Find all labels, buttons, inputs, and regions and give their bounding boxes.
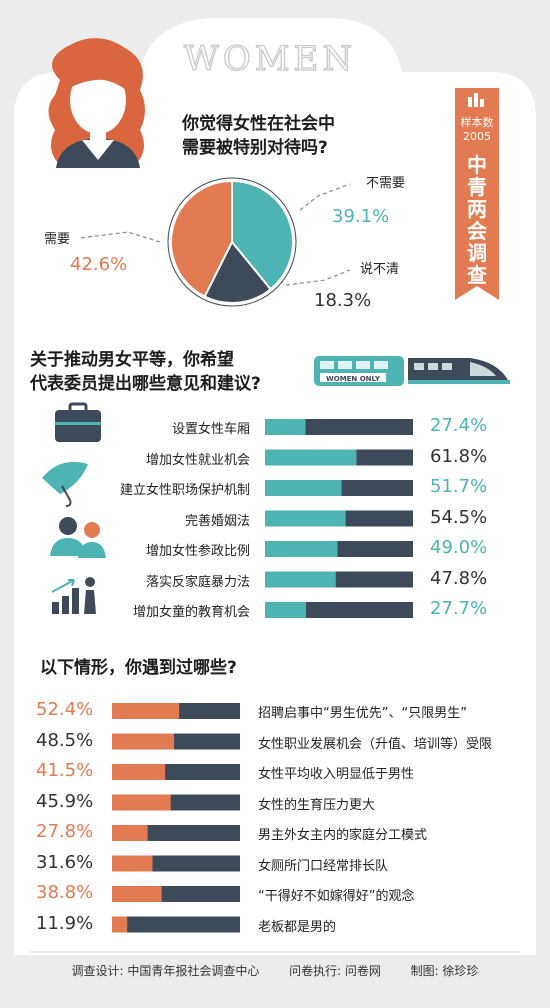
bar-value-label: 11.9% bbox=[36, 912, 94, 934]
bar-category-label: 女厕所门口经常排长队 bbox=[258, 858, 389, 874]
value-needed: 42.6% bbox=[70, 254, 128, 275]
value-unsure: 18.3% bbox=[314, 290, 372, 311]
bar-category-label: 增加女性就业机会 bbox=[145, 452, 250, 468]
connector-needed bbox=[79, 231, 161, 243]
bar-value-label: 45.9% bbox=[36, 790, 94, 812]
experiences-bar-chart bbox=[112, 703, 240, 933]
label-needed: 需要 bbox=[44, 232, 71, 247]
bar-fill bbox=[265, 480, 342, 496]
bar-fill bbox=[265, 602, 306, 618]
bar-category-label: 完善婚姻法 bbox=[184, 513, 250, 529]
bar-fill bbox=[112, 794, 171, 811]
bar-fill bbox=[265, 510, 346, 527]
bar-value-label: 27.4% bbox=[430, 415, 488, 436]
bar-chart-icon bbox=[468, 93, 484, 107]
q1-title-line2: 需要被特别对待吗? bbox=[182, 138, 328, 158]
connector-unsure bbox=[285, 269, 351, 286]
survey-title-char: 调 bbox=[467, 241, 487, 265]
bar-category-label: 招聘启事中“男生优先”、“只限男生” bbox=[258, 706, 467, 721]
bullet-train-icon bbox=[408, 358, 510, 384]
bar-category-label: 女性平均收入明显低于男性 bbox=[258, 767, 415, 782]
bar-category-label: “干得好不如嫁得好”的观念 bbox=[258, 889, 415, 904]
footer-graphics: 制图: 徐珍珍 bbox=[410, 964, 479, 978]
q2-title-line2: 代表委员提出哪些意见和建议? bbox=[30, 374, 261, 394]
bar-category-label: 老板都是男的 bbox=[258, 919, 337, 935]
footer-design: 调查设计: 中国青年报社会调查中心 bbox=[71, 964, 260, 978]
bar-value-label: 38.8% bbox=[36, 882, 94, 903]
bar-category-label: 建立女性职场保护机制 bbox=[119, 483, 250, 498]
bar-fill bbox=[265, 419, 306, 435]
connector-not-needed bbox=[299, 183, 351, 211]
value-not-needed: 39.1% bbox=[332, 206, 390, 227]
bar-value-label: 27.7% bbox=[430, 598, 488, 619]
bar-category-label: 增加女性参政比例 bbox=[145, 544, 250, 559]
sample-count: 2005 bbox=[463, 130, 491, 143]
q1-title-line1: 你觉得女性在社会中 bbox=[182, 114, 335, 134]
bar-fill bbox=[112, 886, 162, 902]
bar-fill bbox=[112, 916, 128, 933]
briefcase-icon bbox=[55, 402, 101, 442]
bar-category-label: 增加女童的教育机会 bbox=[132, 605, 250, 620]
bar-fill bbox=[112, 825, 148, 841]
growth-chart-icon bbox=[51, 577, 96, 614]
label-not-needed: 不需要 bbox=[366, 176, 406, 191]
banner-word: WOMEN bbox=[184, 39, 356, 79]
q2-title-line1: 关于推动男女平等，你希望 bbox=[30, 350, 234, 370]
bar-value-label: 49.0% bbox=[430, 537, 488, 558]
sample-ribbon bbox=[455, 88, 499, 300]
sample-badge: 样本数 2005 中青两会调查 bbox=[455, 88, 499, 300]
survey-title-char: 中 bbox=[467, 153, 487, 177]
pie-slice bbox=[203, 240, 272, 304]
pie-chart bbox=[170, 179, 294, 304]
woman-avatar-icon bbox=[48, 38, 145, 168]
bar-fill bbox=[112, 733, 175, 750]
bar-value-label: 41.5% bbox=[36, 760, 94, 781]
bar-value-label: 31.6% bbox=[36, 851, 94, 873]
sample-label: 样本数 bbox=[460, 116, 494, 129]
bar-category-label: 女性职业发展机会（升值、培训等）受限 bbox=[258, 736, 493, 752]
umbrella-icon bbox=[42, 461, 88, 507]
bar-value-label: 51.7% bbox=[430, 476, 488, 497]
train-label: WOMEN ONLY bbox=[326, 375, 381, 383]
q3-title: 以下情形，你遇到过哪些? bbox=[40, 658, 237, 678]
bar-fill bbox=[265, 571, 336, 588]
bar-fill bbox=[112, 703, 180, 719]
bar-value-label: 61.8% bbox=[430, 445, 488, 467]
bar-category-label: 女性的生育压力更大 bbox=[258, 797, 376, 813]
survey-title: 中青两会调查 bbox=[455, 154, 499, 286]
bar-fill bbox=[265, 541, 338, 557]
footer-execution: 问卷执行: 问卷网 bbox=[289, 964, 381, 978]
bar-value-label: 27.8% bbox=[36, 821, 94, 842]
bar-fill bbox=[112, 764, 166, 780]
survey-title-char: 会 bbox=[467, 219, 487, 243]
women-only-train-icon: WOMEN ONLY bbox=[314, 356, 404, 386]
couple-icon bbox=[50, 517, 106, 558]
survey-title-char: 青 bbox=[467, 175, 487, 199]
bar-fill bbox=[112, 855, 153, 872]
bar-value-label: 48.5% bbox=[36, 729, 94, 751]
pie-outline bbox=[167, 177, 297, 307]
bar-category-label: 设置女性车厢 bbox=[171, 422, 250, 437]
pie-slice bbox=[231, 179, 294, 291]
bar-value-label: 47.8% bbox=[430, 567, 488, 589]
bar-category-label: 男主外女主内的家庭分工模式 bbox=[258, 828, 428, 843]
pie-slice bbox=[170, 179, 233, 298]
bar-track bbox=[112, 916, 240, 933]
suggestions-bar-chart bbox=[265, 419, 413, 618]
survey-title-char: 两 bbox=[467, 197, 487, 221]
bar-value-label: 54.5% bbox=[430, 506, 488, 528]
bar-value-label: 52.4% bbox=[36, 699, 94, 720]
bar-category-label: 落实反家庭暴力法 bbox=[145, 574, 250, 590]
bar-fill bbox=[265, 449, 357, 466]
survey-title-char: 查 bbox=[467, 263, 487, 287]
footer-credits: 调查设计: 中国青年报社会调查中心 问卷执行: 问卷网 制图: 徐珍珍 bbox=[0, 962, 550, 979]
label-unsure: 说不清 bbox=[360, 262, 400, 277]
